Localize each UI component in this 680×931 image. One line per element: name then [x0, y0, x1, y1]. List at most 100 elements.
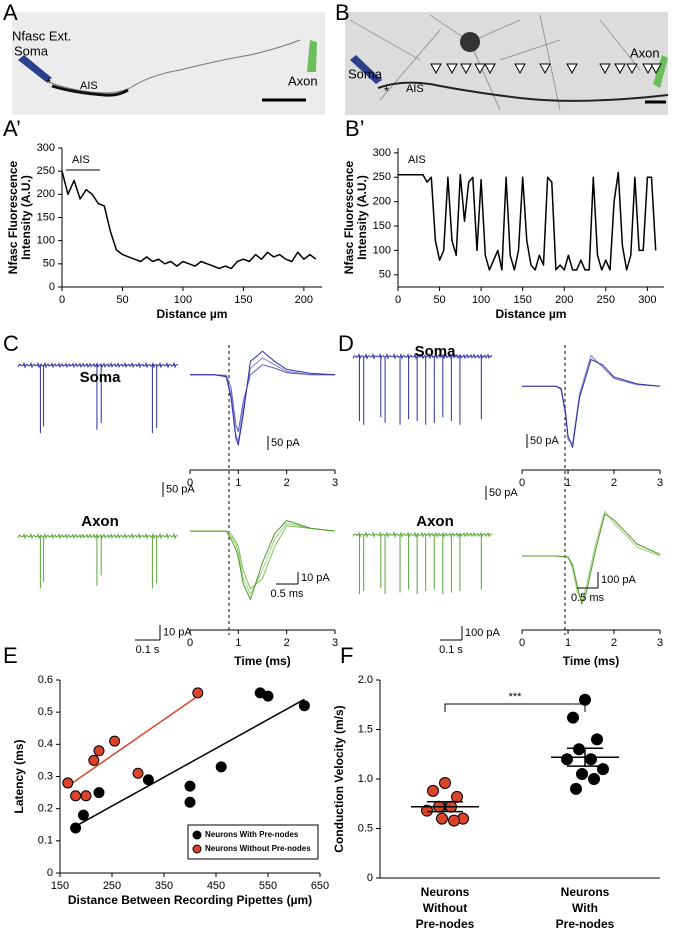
x-tick-label: 450 — [207, 880, 225, 892]
pre-node-marker — [446, 63, 458, 75]
pre-node-marker — [430, 63, 442, 75]
point — [262, 690, 274, 702]
x-tick-label: 1 — [235, 477, 241, 489]
annotation: AIS — [408, 154, 426, 166]
y-axis-label: Intensity (A.U.) — [19, 175, 33, 260]
x-tick-label: 1 — [235, 637, 241, 649]
point — [62, 777, 74, 789]
image-label: AIS — [80, 80, 98, 92]
x-tick-label: 650 — [311, 880, 329, 892]
legend-label: Neurons Without Pre-nodes — [205, 844, 311, 853]
y-tick-label: 0.6 — [38, 674, 53, 686]
panel-label: B’ — [345, 116, 365, 141]
y-tick-label: 100 — [373, 244, 391, 256]
trace-title: Soma — [415, 343, 457, 360]
pre-node-marker — [514, 63, 526, 75]
point — [70, 822, 82, 834]
x-axis-label: Distance µm — [496, 307, 567, 321]
y-axis-label: Nfasc Fluorescence — [342, 160, 356, 274]
pre-node-marker — [539, 63, 551, 75]
trace-title: Axon — [81, 513, 119, 530]
trace-title: Soma — [80, 369, 122, 386]
panel-label: D — [338, 331, 354, 356]
x-tick-label: Pre-nodes — [556, 917, 615, 931]
scale-bar-label: 0.5 ms — [571, 592, 605, 604]
point — [93, 787, 105, 799]
image-label: Soma — [14, 43, 49, 58]
point — [109, 735, 121, 747]
panel-label: F — [340, 643, 353, 668]
baseline-noise — [352, 352, 493, 360]
y-tick-label: 150 — [373, 220, 391, 232]
x-axis-label: Distance µm — [157, 307, 228, 321]
y-tick-label: 0.1 — [38, 835, 53, 847]
image-label: Soma — [348, 66, 383, 81]
image-label: Axon — [288, 73, 318, 88]
point — [421, 804, 433, 817]
ais-stain — [51, 84, 129, 97]
point — [567, 711, 579, 724]
trace — [61, 171, 317, 270]
point — [597, 763, 609, 776]
point — [588, 773, 600, 785]
x-tick-label: With — [572, 901, 598, 915]
axon-stain — [377, 81, 669, 102]
x-tick-label: 3 — [332, 477, 338, 489]
soma-pipette — [350, 55, 382, 84]
x-axis-label: Time (ms) — [234, 654, 290, 668]
y-tick-label: 0.5 — [38, 706, 53, 718]
texture-fiber — [599, 19, 641, 71]
x-tick-label: 100 — [472, 294, 490, 306]
trace — [522, 513, 661, 605]
point — [80, 790, 92, 802]
y-tick-label: 200 — [373, 196, 391, 208]
y-axis-label: Intensity (A.U.) — [355, 175, 369, 260]
panel-label: A — [3, 0, 18, 25]
y-tick-label: 50 — [43, 258, 55, 270]
x-tick-label: Neurons — [421, 885, 470, 899]
pre-node-marker — [484, 63, 496, 75]
point — [132, 767, 144, 779]
x-tick-label: Pre-nodes — [416, 917, 475, 931]
x-tick-label: 0 — [187, 477, 193, 489]
image-label: * — [384, 83, 389, 98]
y-tick-label: 1.0 — [358, 773, 373, 785]
panel-label: A’ — [3, 116, 21, 141]
baseline-noise — [17, 532, 179, 540]
point — [184, 780, 196, 792]
trace — [190, 350, 336, 446]
scale-bar-label: 50 pA — [166, 483, 195, 495]
significance: *** — [509, 691, 523, 703]
point — [70, 790, 82, 802]
y-tick-label: 0 — [49, 281, 55, 293]
y-tick-label: 2.0 — [358, 674, 373, 686]
y-tick-label: 0.5 — [358, 822, 373, 834]
image-label: * — [46, 75, 51, 90]
point — [427, 784, 439, 797]
point — [298, 700, 310, 712]
x-tick-label: 250 — [597, 294, 615, 306]
point — [93, 745, 105, 757]
image-label: AIS — [406, 83, 424, 95]
baseline-noise — [352, 531, 493, 539]
x-tick-label: 150 — [51, 880, 69, 892]
x-tick-label: 50 — [433, 294, 445, 306]
y-tick-label: 50 — [379, 269, 391, 281]
x-tick-label: 150 — [514, 294, 532, 306]
y-tick-label: 0.4 — [38, 738, 53, 750]
y-tick-label: 300 — [37, 142, 55, 154]
point — [192, 687, 204, 699]
x-tick-label: 200 — [555, 294, 573, 306]
y-tick-label: 250 — [373, 171, 391, 183]
x-tick-label: Without — [423, 901, 468, 915]
significance-bracket — [444, 703, 586, 712]
x-tick-label: 0 — [59, 294, 65, 306]
scale-bar-label: 50 pA — [530, 435, 559, 447]
x-tick-label: 0 — [519, 637, 525, 649]
panel-label: E — [3, 643, 18, 668]
image-label: Axon — [630, 45, 660, 60]
scale-bar-label: 100 pA — [601, 574, 637, 586]
x-tick-label: 0 — [519, 477, 525, 489]
x-tick-label: 250 — [103, 880, 121, 892]
